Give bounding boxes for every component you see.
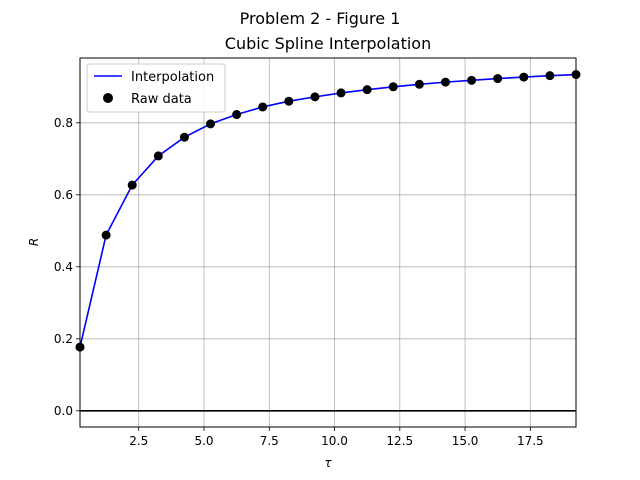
x-tick-label: 15.0 [452,434,479,448]
raw-data-point [493,74,503,84]
raw-data-point [336,88,346,98]
x-axis-ticks: 2.5 5.0 7.5 10.0 12.5 15.0 17.5 [129,427,544,448]
series-layer [75,70,581,352]
x-tick-label: 5.0 [194,434,213,448]
series-line-interpolation [79,73,577,348]
raw-data-point [388,82,398,92]
grid [80,58,576,427]
raw-data-point [179,132,189,142]
x-tick-label: 2.5 [129,434,148,448]
raw-data-point [440,77,450,87]
raw-data-point [310,92,320,102]
plot-area-frame [79,57,577,428]
x-axis-label: τ [324,456,332,470]
y-axis-ticks: 0.0 0.2 0.4 0.6 0.8 [54,116,80,418]
raw-data-point [206,119,216,129]
x-tick-label: 12.5 [386,434,413,448]
raw-data-point [284,96,294,106]
x-tick-label: 17.5 [517,434,544,448]
legend: Interpolation Raw data [86,63,226,113]
raw-data-point [127,180,137,190]
legend-label-raw-data: Raw data [131,92,192,107]
y-axis-label: R [27,238,41,246]
legend-label-interpolation: Interpolation [131,70,214,85]
x-tick-label: 10.0 [321,434,348,448]
legend-marker-swatch [103,93,113,103]
raw-data-point [101,230,111,240]
raw-data-point [153,151,163,161]
y-tick-label: 0.8 [54,116,73,130]
y-tick-label: 0.4 [54,260,73,274]
x-tick-label: 7.5 [260,434,279,448]
y-tick-label: 0.6 [54,188,73,202]
raw-data-point [362,85,372,95]
figure-suptitle: Problem 2 - Figure 1 [240,9,401,28]
y-tick-label: 0.0 [54,404,73,418]
y-tick-label: 0.2 [54,332,73,346]
raw-data-point [519,72,529,82]
raw-data-point [545,71,555,81]
raw-data-point [467,75,477,85]
raw-data-point [414,79,424,89]
chart-title: Cubic Spline Interpolation [225,34,431,53]
raw-data-point [258,102,268,112]
raw-data-point [232,110,242,120]
